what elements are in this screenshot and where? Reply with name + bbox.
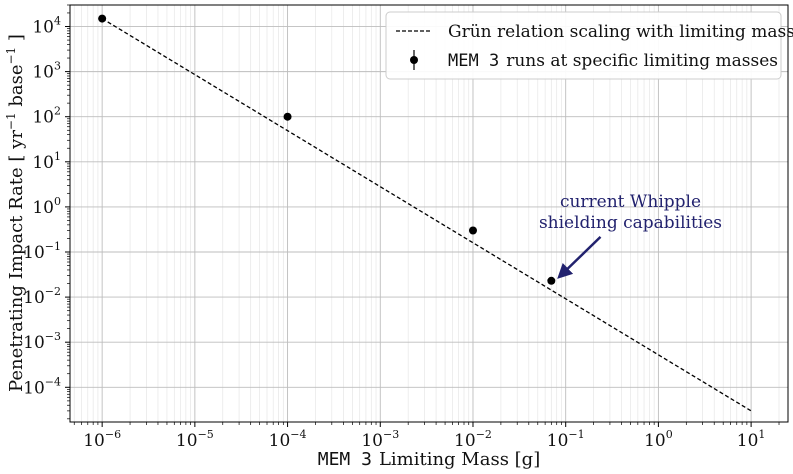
legend-label-mem3-rest: runs at specific limiting masses [506,51,778,71]
plot-frame [69,4,789,423]
y-axis-title-part3: ] [6,34,27,47]
mem3-data-point [547,276,556,285]
y-tick-exponent: 1 [54,150,61,163]
x-tick-label: 10−2 [454,428,492,451]
y-tick-base: 10 [32,18,54,38]
x-tick-base: 10 [547,431,569,451]
x-axis-title-text: Limiting Mass [g] [379,449,540,470]
y-tick-label: 10−3 [23,330,61,353]
y-tick-exponent: 4 [54,15,61,28]
x-tick-exponent: −6 [105,428,121,441]
annotation-arrow [557,236,602,279]
legend-marker-swatch [410,56,418,64]
series-layer [98,14,752,412]
mem3-data-point [468,226,477,235]
grun-relation-line [101,18,752,412]
y-tick-label: 104 [32,15,61,38]
y-tick-exponent: −4 [45,375,61,388]
y-tick-exponent: −2 [45,285,61,298]
x-tick-exponent: −4 [290,428,306,441]
x-axis-title: MEM 3 Limiting Mass [g] [318,449,540,470]
x-tick-base: 10 [454,431,476,451]
x-axis-title-prefix: MEM 3 [318,449,372,470]
y-axis-title-part2: base [6,64,27,112]
y-tick-label: 102 [32,105,61,128]
mem3-data-point [283,112,292,121]
x-tick-label: 10−5 [176,428,214,451]
x-tick-exponent: −3 [383,428,399,441]
y-tick-exponent: 0 [54,195,61,208]
y-tick-base: 10 [23,288,45,308]
mem3-data-point [98,14,107,23]
legend: Grün relation scaling with limiting mass… [385,11,793,80]
x-tick-exponent: 0 [666,428,673,441]
y-tick-base: 10 [32,198,54,218]
y-tick-base: 10 [32,153,54,173]
y-tick-label: 10−2 [23,285,61,308]
y-axis-title-sup1: −1 [4,112,18,130]
x-tick-label: 10−1 [547,428,585,451]
y-tick-base: 10 [23,333,45,353]
legend-label-grun: Grün relation scaling with limiting mass [448,22,793,42]
x-tick-label: 10−4 [269,428,307,451]
y-tick-label: 100 [32,195,61,218]
x-tick-base: 10 [644,431,666,451]
x-tick-label: 101 [737,428,766,451]
y-tick-label: 103 [32,60,61,83]
y-tick-exponent: −1 [45,240,61,253]
legend-box [385,11,782,80]
x-tick-base: 10 [269,431,291,451]
y-tick-label: 10−4 [23,375,61,398]
x-tick-exponent: 1 [758,428,765,441]
legend-label-mem3: MEM 3 runs at specific limiting masses [448,51,778,71]
x-axis-ticks: 10−6 10−5 10−4 10−3 10−2 10−1 100 101 [73,422,780,451]
y-tick-base: 10 [23,378,45,398]
whipple-annotation: current Whipple shielding capabilities [539,192,722,279]
x-tick-base: 10 [737,431,759,451]
y-tick-label: 101 [32,150,61,173]
x-tick-base: 10 [361,431,383,451]
y-tick-exponent: −3 [45,330,61,343]
annotation-line-2: shielding capabilities [539,213,722,233]
x-tick-exponent: −2 [476,428,492,441]
x-tick-exponent: −5 [198,428,214,441]
y-axis-title-sup2: −1 [4,47,18,65]
y-tick-label: 10−1 [23,240,61,263]
legend-label-mem3-prefix: MEM 3 [448,51,499,71]
annotation-line-1: current Whipple [560,192,701,212]
y-tick-base: 10 [32,63,54,83]
x-tick-base: 10 [83,431,105,451]
y-axis-title-part1: Penetrating Impact Rate [ yr [6,130,27,392]
y-tick-exponent: 3 [54,60,61,73]
y-tick-base: 10 [32,108,54,128]
x-tick-exponent: −1 [568,428,584,441]
y-tick-exponent: 2 [54,105,61,118]
x-tick-label: 100 [644,428,673,451]
x-tick-label: 10−3 [361,428,399,451]
y-tick-base: 10 [23,243,45,263]
y-axis-title: Penetrating Impact Rate [ yr−1 base−1 ] [4,34,27,392]
x-tick-base: 10 [176,431,198,451]
x-tick-label: 10−6 [83,428,121,451]
